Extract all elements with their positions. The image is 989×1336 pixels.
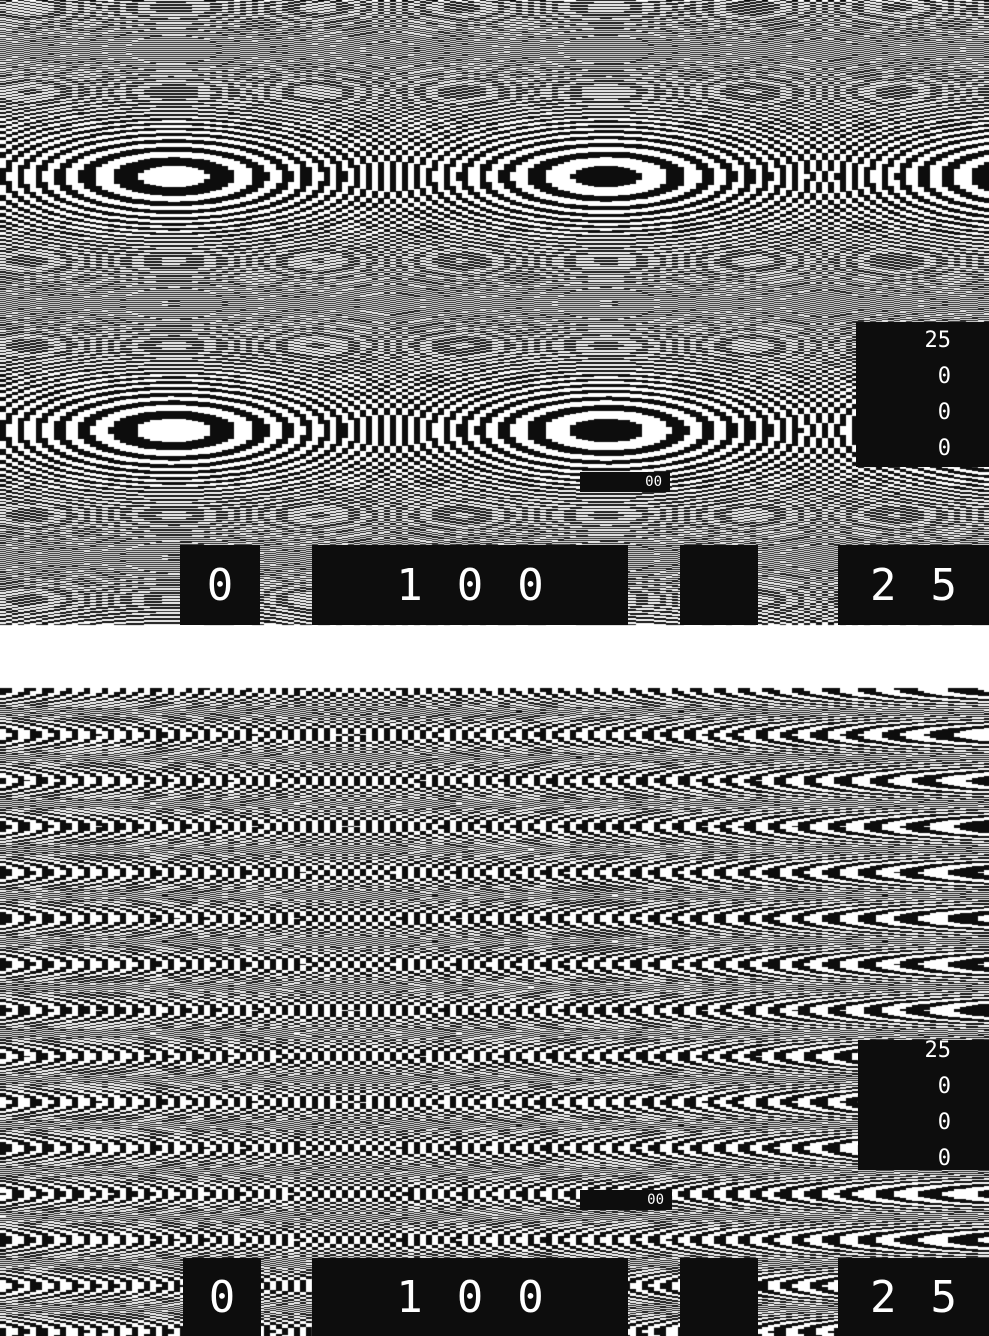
bottom-side-scale-label-2: 0 bbox=[937, 1110, 951, 1135]
bottom-label-twentyfive-text: 25 bbox=[870, 1271, 989, 1323]
bottom-label-zero-text: 0 bbox=[208, 1271, 270, 1323]
top-side-scale-label-0: 25 bbox=[924, 327, 952, 353]
top-small-tag-label: 00 bbox=[645, 474, 662, 490]
top-side-scale: 25 0 0 0 bbox=[856, 322, 989, 467]
bottom-label-hundred: 100 bbox=[312, 1258, 628, 1336]
bottom-small-tag-label: 00 bbox=[647, 1192, 664, 1208]
top-label-hundred-text: 100 bbox=[396, 559, 578, 611]
bottom-label-blank bbox=[680, 1258, 758, 1336]
top-moire-panel: 25 0 0 0 00 0 100 25 bbox=[0, 0, 989, 625]
top-label-zero-text: 0 bbox=[206, 559, 268, 611]
top-small-tag: 00 bbox=[580, 472, 670, 492]
bottom-label-zero: 0 bbox=[183, 1258, 261, 1336]
top-side-scale-label-3: 0 bbox=[937, 435, 951, 461]
top-label-twentyfive-text: 25 bbox=[870, 559, 989, 611]
bottom-side-scale-label-1: 0 bbox=[937, 1074, 951, 1099]
bottom-label-hundred-text: 100 bbox=[396, 1271, 578, 1323]
top-label-twentyfive: 25 bbox=[838, 545, 989, 625]
top-label-hundred: 100 bbox=[312, 545, 628, 625]
top-label-zero: 0 bbox=[180, 545, 260, 625]
bottom-side-scale-label-3: 0 bbox=[937, 1146, 951, 1171]
bottom-side-scale: 25 0 0 0 bbox=[858, 1038, 989, 1171]
bottom-small-tag: 00 bbox=[580, 1190, 672, 1210]
top-side-scale-label-1: 0 bbox=[937, 363, 951, 389]
top-side-scale-label-2: 0 bbox=[937, 399, 951, 425]
top-label-blank bbox=[680, 545, 758, 625]
bottom-moire-panel: 25 0 0 0 00 0 100 25 bbox=[0, 688, 989, 1336]
bottom-label-twentyfive: 25 bbox=[838, 1258, 989, 1336]
bottom-side-scale-label-0: 25 bbox=[924, 1038, 952, 1063]
